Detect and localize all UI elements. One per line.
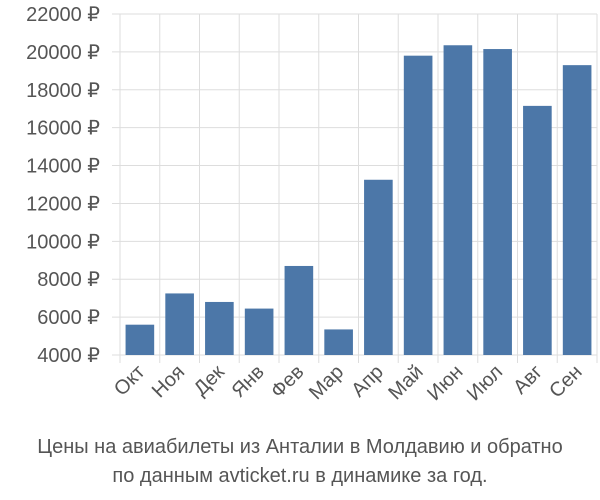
y-tick-label: 8000 ₽ (37, 269, 100, 291)
bar-4 (244, 308, 274, 355)
x-tick-label: Фев (267, 361, 309, 403)
bar-12 (562, 65, 592, 356)
bars (125, 45, 592, 356)
chart-caption-line-2: по данным avticket.ru в динамике за год. (112, 465, 488, 487)
bar-5 (284, 265, 314, 355)
grid-lines (112, 13, 598, 363)
x-tick-label: Мар (305, 361, 348, 404)
bar-11 (523, 105, 552, 355)
bar-1 (125, 324, 155, 355)
y-tick-label: 6000 ₽ (37, 307, 100, 329)
x-tick-label: Ноя (148, 361, 189, 402)
bar-2 (165, 293, 194, 355)
y-tick-label: 16000 ₽ (26, 118, 100, 140)
x-tick-label: Сен (545, 361, 586, 402)
y-tick-label: 12000 ₽ (26, 193, 100, 215)
bar-9 (443, 45, 473, 356)
x-tick-label: Дек (190, 361, 229, 400)
bar-chart: 4000 ₽ 6000 ₽ 8000 ₽ 10000 ₽ 12000 ₽ 14000 ₽ 1… (26, 4, 598, 405)
x-tick-label: Апр (347, 361, 388, 402)
y-tick-label: 18000 ₽ (26, 80, 100, 102)
y-tick-label: 4000 ₽ (37, 345, 100, 367)
x-tick-label: Янв (228, 361, 269, 402)
bar-8 (403, 55, 433, 356)
bar-7 (364, 179, 393, 355)
y-tick-label: 14000 ₽ (26, 156, 100, 178)
y-axis: 4000 ₽ 6000 ₽ 8000 ₽ 10000 ₽ 12000 ₽ 14000 ₽ 1… (26, 4, 100, 367)
x-tick-label: Авг (509, 361, 547, 399)
x-tick-label: Май (384, 361, 427, 404)
x-tick-label: Июн (423, 361, 467, 405)
chart-caption-line-1: Цены на авиабилеты из Анталии в Молдавию… (37, 436, 563, 458)
y-tick-label: 20000 ₽ (26, 42, 100, 64)
bar-3 (205, 301, 234, 355)
x-tick-label: Июл (463, 361, 507, 405)
bar-10 (483, 49, 512, 356)
y-tick-label: 10000 ₽ (26, 231, 100, 253)
bar-6 (324, 329, 353, 355)
y-tick-label: 22000 ₽ (26, 4, 100, 26)
x-tick-label: Окт (110, 361, 149, 400)
